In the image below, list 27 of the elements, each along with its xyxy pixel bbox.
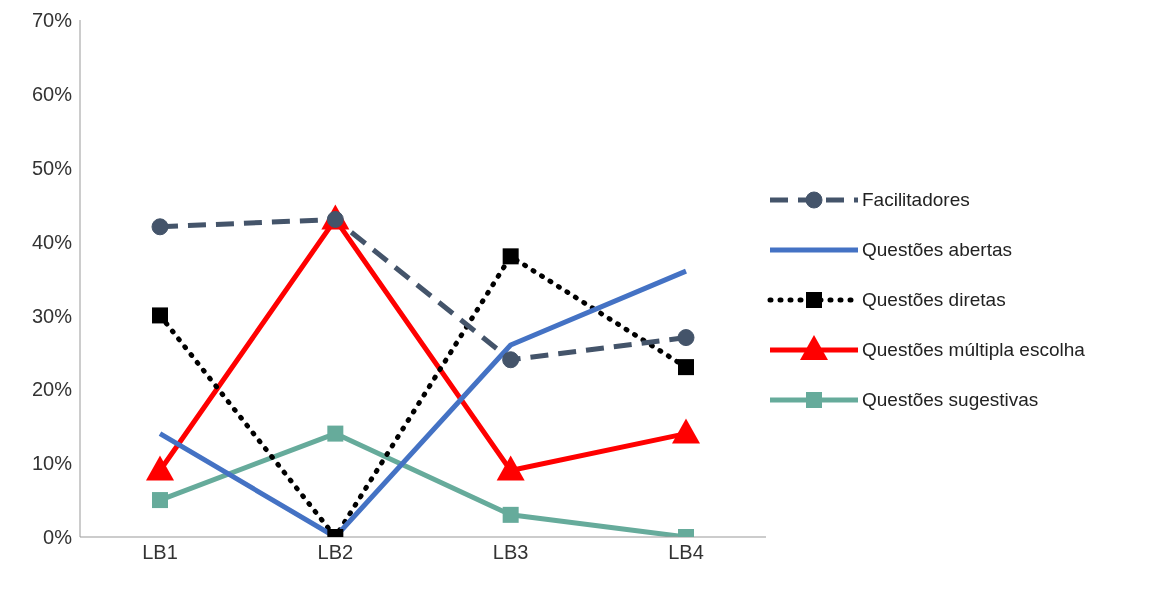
legend-label: Questões sugestivas <box>862 388 1039 411</box>
legend-label: Facilitadores <box>862 188 970 211</box>
y-tick-label: 0% <box>43 526 73 549</box>
point <box>327 425 344 442</box>
y-tick-label: 60% <box>31 82 73 105</box>
x-tick-label: LB3 <box>492 541 529 564</box>
x-tick-label: LB2 <box>317 541 354 564</box>
point <box>152 307 168 324</box>
y-tick-label: 20% <box>31 378 73 401</box>
y-tick-label: 50% <box>31 156 73 179</box>
legend-label: Questões múltipla escolha <box>862 338 1085 361</box>
y-tick-label: 40% <box>31 230 73 253</box>
point <box>502 351 520 369</box>
y-tick-label: 70% <box>31 9 73 32</box>
x-tick-label: LB1 <box>142 541 178 564</box>
point <box>502 248 519 265</box>
point <box>146 455 174 481</box>
point <box>677 329 695 347</box>
y-tick-label: 10% <box>31 452 73 475</box>
y-tick-label: 30% <box>31 304 73 327</box>
point <box>496 455 525 481</box>
point <box>672 418 700 444</box>
point <box>151 218 169 236</box>
legend-label: Questões diretas <box>862 288 1006 311</box>
legend-label: Questões abertas <box>862 238 1012 261</box>
x-tick-label: LB4 <box>668 541 704 564</box>
point <box>678 359 694 376</box>
